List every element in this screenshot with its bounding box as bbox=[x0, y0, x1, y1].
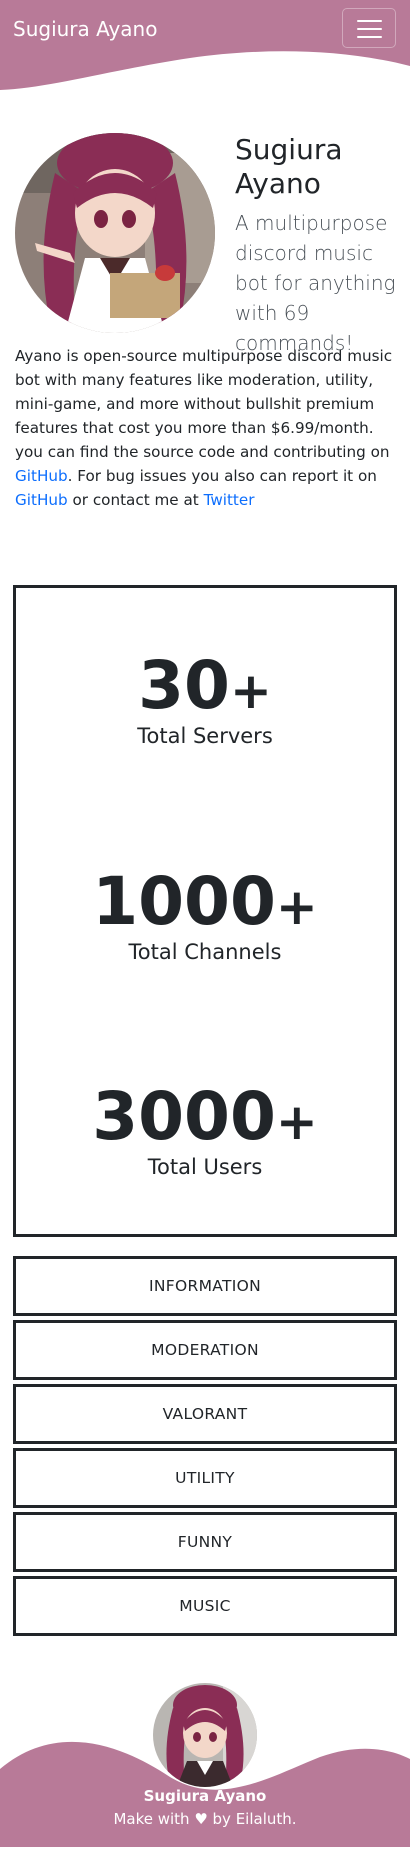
category-funny-button[interactable]: FUNNY bbox=[13, 1512, 397, 1572]
hamburger-line bbox=[357, 28, 382, 30]
stat-channels: 1000+ Total Channels bbox=[16, 866, 394, 966]
bot-description: Ayano is open-source multipurpose discor… bbox=[15, 344, 397, 512]
heart-icon: ♥ bbox=[194, 1810, 208, 1828]
title-line-1: Sugiura bbox=[235, 133, 343, 166]
footer-bot-name: Sugiura Ayano bbox=[143, 1787, 267, 1805]
category-valorant-button[interactable]: VALORANT bbox=[13, 1384, 397, 1444]
github-issues-link[interactable]: GitHub bbox=[15, 491, 68, 509]
description-text: or contact me at bbox=[67, 491, 204, 509]
footer-wave bbox=[0, 1741, 410, 1847]
brand-link[interactable]: Sugiura Ayano bbox=[13, 17, 158, 41]
stat-number: 30 bbox=[138, 647, 230, 724]
category-utility-button[interactable]: UTILITY bbox=[13, 1448, 397, 1508]
description-text: Ayano is open-source multipurpose discor… bbox=[15, 347, 393, 461]
category-information-button[interactable]: INFORMATION bbox=[13, 1256, 397, 1316]
stat-suffix: + bbox=[275, 878, 318, 936]
header-wave bbox=[0, 0, 410, 90]
description-text: . For bug issues you also can report it … bbox=[67, 467, 377, 485]
menu-toggle-button[interactable] bbox=[342, 8, 396, 48]
hamburger-menu-icon bbox=[357, 20, 382, 22]
bot-avatar bbox=[15, 133, 215, 333]
category-music-button[interactable]: MUSIC bbox=[13, 1576, 397, 1636]
hero-lead: A multipurpose discord music bot for any… bbox=[235, 211, 396, 355]
stat-label: Total Users bbox=[147, 1155, 263, 1179]
stat-number: 1000 bbox=[92, 863, 276, 940]
hamburger-line bbox=[357, 36, 382, 38]
stats-panel: 30+ Total Servers 1000+ Total Channels 3… bbox=[13, 585, 397, 1237]
stat-suffix: + bbox=[229, 662, 272, 720]
stat-suffix: + bbox=[275, 1093, 318, 1151]
navbar: Sugiura Ayano bbox=[0, 0, 410, 95]
stat-number: 3000 bbox=[92, 1078, 276, 1155]
credit-prefix: Make with bbox=[113, 1810, 195, 1828]
github-link[interactable]: GitHub bbox=[15, 467, 68, 485]
footer bbox=[0, 1677, 410, 1847]
footer-credit: Make with ♥ by Eilaluth. bbox=[0, 1809, 410, 1829]
stat-servers: 30+ Total Servers bbox=[16, 650, 394, 750]
credit-suffix: by Eilaluth. bbox=[207, 1810, 297, 1828]
stat-label: Total Channels bbox=[128, 940, 282, 964]
stat-label: Total Servers bbox=[137, 724, 273, 748]
twitter-link[interactable]: Twitter bbox=[203, 491, 255, 509]
title-line-2: Ayano bbox=[235, 167, 321, 200]
anime-girl-avatar-icon bbox=[15, 133, 215, 333]
page-title: Sugiura Ayano bbox=[235, 133, 405, 201]
stat-users: 3000+ Total Users bbox=[16, 1081, 394, 1181]
anime-girl-avatar-icon bbox=[153, 1683, 257, 1787]
footer-avatar bbox=[153, 1683, 257, 1787]
category-moderation-button[interactable]: MODERATION bbox=[13, 1320, 397, 1380]
